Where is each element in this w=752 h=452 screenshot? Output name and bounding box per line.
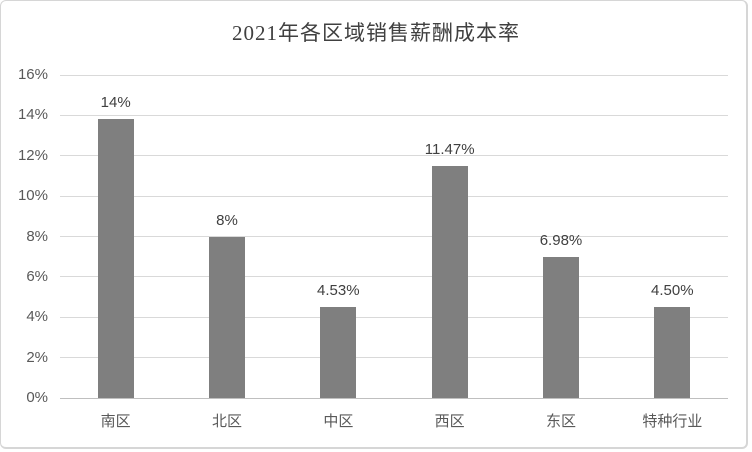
bar <box>97 119 134 398</box>
bar <box>543 257 579 398</box>
x-axis-category-label: 中区 <box>323 413 354 430</box>
gridline <box>60 276 728 278</box>
bar-data-label: 8% <box>216 211 238 229</box>
y-axis-tick-label: 8% <box>26 227 48 245</box>
y-axis-tick-label: 6% <box>26 267 48 285</box>
y-axis-tick-label: 4% <box>26 308 48 326</box>
y-axis-tick-label: 12% <box>17 146 48 164</box>
y-axis-tick-label: 2% <box>26 348 48 366</box>
bar <box>320 306 357 398</box>
x-axis-line <box>60 398 728 399</box>
gridline <box>60 316 728 318</box>
x-axis-category-label: 东区 <box>545 413 576 430</box>
gridline <box>60 74 728 76</box>
y-axis-tick-label: 10% <box>17 187 48 205</box>
gridline <box>60 236 728 237</box>
chart-title: 2021年各区域销售薪酬成本率 <box>232 21 520 45</box>
bar <box>431 166 468 398</box>
bar-data-label: 4.50% <box>651 282 694 300</box>
y-axis-tick-label: 16% <box>17 66 48 83</box>
bar-data-label: 4.53% <box>317 281 360 299</box>
bar <box>654 307 691 398</box>
bar <box>209 236 245 398</box>
x-axis-category-label: 南区 <box>100 413 131 430</box>
x-axis-category-label: 北区 <box>211 413 242 430</box>
gridline <box>60 357 728 359</box>
bar-data-label: 6.98% <box>539 232 583 250</box>
bar-data-label: 11.47% <box>424 141 475 159</box>
y-axis-tick-label: 14% <box>17 106 48 124</box>
x-axis-category-label: 特种行业 <box>642 413 703 430</box>
y-axis-tick-label: 0% <box>26 389 48 406</box>
gridline <box>60 114 728 116</box>
gridline <box>60 195 728 197</box>
gridline <box>60 155 728 157</box>
bar-data-label: 14% <box>100 94 131 112</box>
x-axis-category-label: 西区 <box>434 413 465 430</box>
plot-area: 14% 8% 4.53% 11.47% 6.98% 4.50% <box>60 74 728 399</box>
